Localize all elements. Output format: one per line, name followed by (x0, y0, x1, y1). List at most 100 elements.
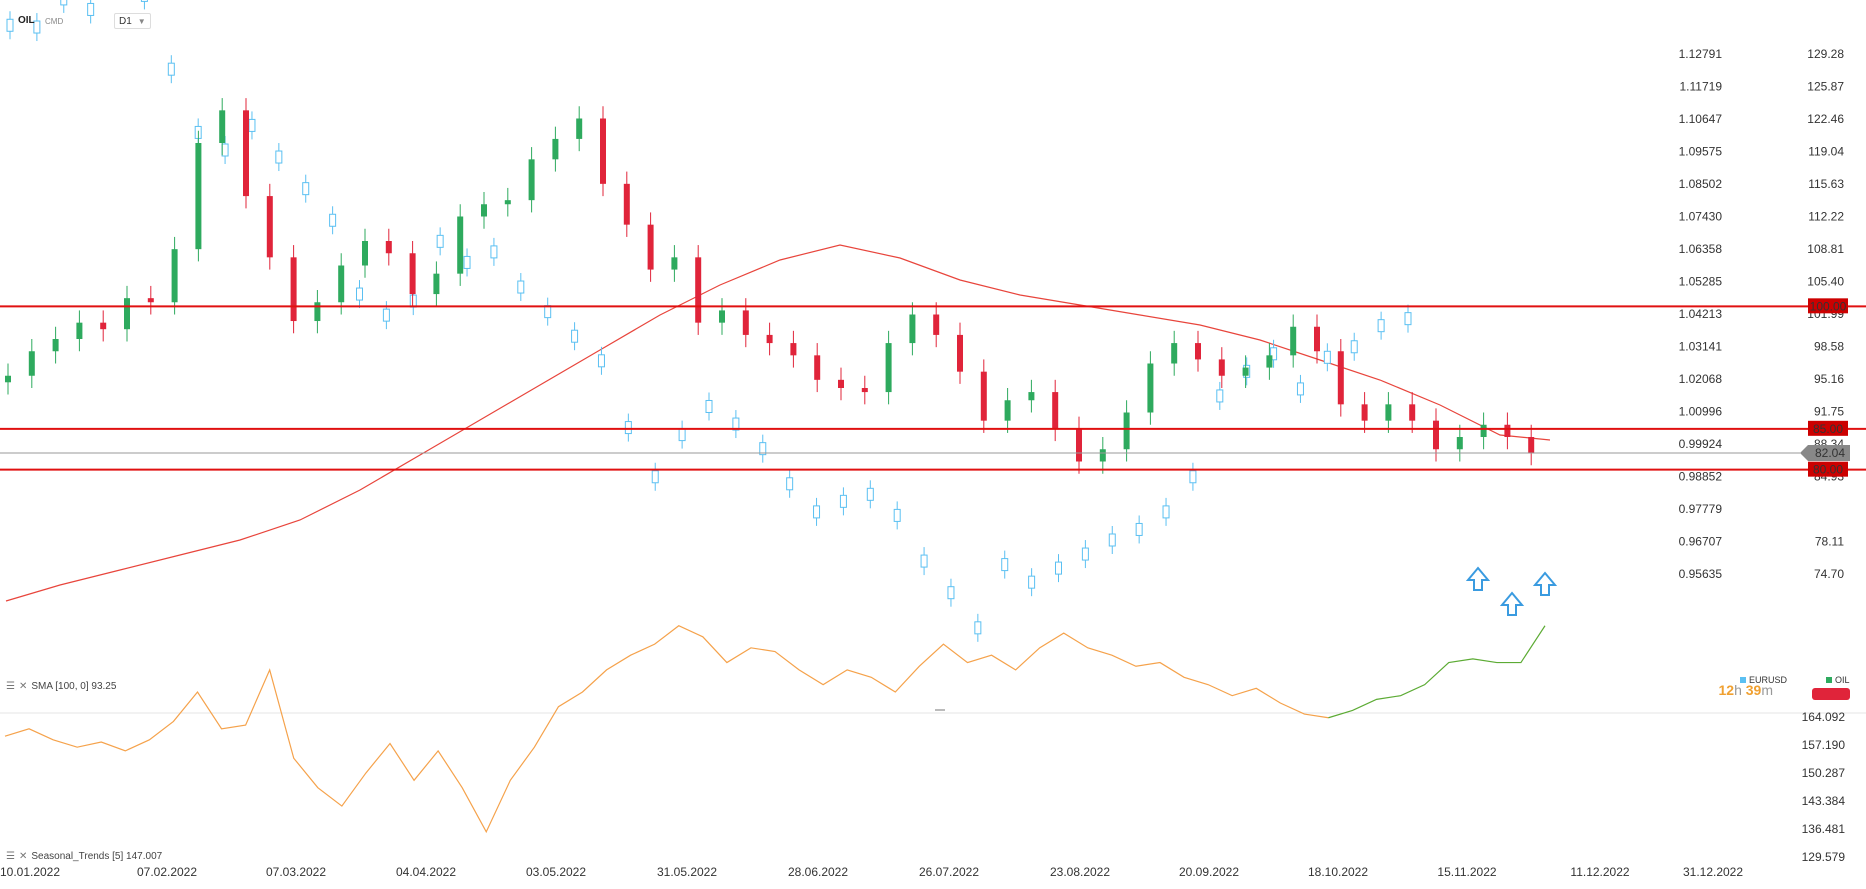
eurusd-candle (302, 182, 310, 196)
eurusd-axis-tick: 1.09575 (1679, 144, 1723, 158)
oil-candle-bull (1456, 437, 1463, 450)
x-axis-tick: 07.02.2022 (137, 865, 197, 879)
eurusd-candle (974, 621, 982, 635)
eurusd-candle (732, 417, 740, 431)
oil-candle-bull (1004, 400, 1011, 421)
oil-candle-bear (1218, 359, 1225, 376)
interval-label: D1 (119, 15, 132, 27)
menu-icon[interactable]: ☰ (6, 681, 15, 692)
candle-countdown: 12h 39m (1718, 682, 1773, 698)
oil-candle-bear (1409, 404, 1416, 421)
eurusd-candle (813, 505, 821, 519)
x-axis-tick: 20.09.2022 (1179, 865, 1239, 879)
close-icon[interactable]: ✕ (18, 851, 28, 862)
oil-candle-bear (1314, 326, 1320, 352)
x-axis-tick: 04.04.2022 (396, 865, 456, 879)
eurusd-candle (221, 143, 229, 157)
sma-label-text: SMA [100, 0] 93.25 (31, 681, 117, 692)
seasonal-indicator-label[interactable]: ☰ ✕ Seasonal_Trends [5] 147.007 (6, 851, 162, 862)
eurusd-candle (463, 255, 471, 269)
oil-candle-bull (552, 138, 559, 160)
oil-candle-bear (861, 388, 868, 393)
eurusd-candle (409, 294, 417, 308)
level-label-box (1808, 461, 1848, 477)
eurusd-candle (329, 213, 337, 227)
menu-icon[interactable]: ☰ (6, 851, 15, 862)
timer-hours: 12 (1718, 682, 1735, 698)
oil-candle-bull (338, 265, 345, 303)
sma-indicator-label[interactable]: ☰ ✕ SMA [100, 0] 93.25 (6, 681, 116, 692)
eurusd-candle (893, 508, 901, 522)
symbol-label[interactable]: OIL (18, 15, 35, 26)
oil-axis-tick: 95.16 (1814, 372, 1844, 386)
legend-oil-label: OIL (1835, 675, 1850, 685)
oil-candle-bull (576, 118, 583, 139)
eurusd-axis-tick: 1.04213 (1679, 307, 1723, 321)
oil-legend-badge (1812, 688, 1850, 700)
eurusd-axis-tick: 1.08502 (1679, 177, 1723, 191)
eurusd-candle (759, 442, 767, 456)
oil-candle-bear (147, 298, 154, 303)
seasonal-axis-tick: 157.190 (1802, 738, 1846, 752)
oil-candle-bull (28, 351, 35, 376)
oil-candle-bear (838, 379, 844, 388)
chevron-down-icon: ▼ (137, 16, 146, 26)
oil-candle-bull (314, 302, 321, 322)
legend-eurusd-label: EURUSD (1749, 675, 1788, 685)
eurusd-candle (1081, 547, 1089, 561)
x-axis-tick: 07.03.2022 (266, 865, 326, 879)
oil-candle-bear (100, 322, 107, 330)
interval-selector[interactable]: D1 ▼ (114, 13, 151, 29)
x-axis-tick: 31.05.2022 (657, 865, 717, 879)
oil-candle-bull (481, 204, 487, 217)
eurusd-candle (490, 245, 498, 259)
eurusd-candle (248, 118, 256, 132)
oil-candle-bear (742, 310, 749, 335)
eurusd-candle (87, 2, 95, 16)
close-icon[interactable]: ✕ (18, 681, 28, 692)
eurusd-axis-tick: 0.95635 (1679, 567, 1723, 581)
oil-axis-tick: 105.40 (1807, 274, 1844, 288)
oil-candle-bull (1123, 412, 1130, 450)
oil-candle-bear (814, 355, 821, 380)
eurusd-candle (1270, 347, 1278, 361)
oil-candle-bear (933, 314, 940, 335)
oil-candle-bear (647, 224, 654, 270)
oil-candle-bear (790, 343, 797, 356)
oil-candle-bull (671, 257, 678, 270)
oil-candle-bear (409, 253, 416, 295)
oil-candle-bear (766, 334, 773, 344)
eurusd-candle (1108, 533, 1116, 547)
eurusd-candle (624, 421, 632, 435)
eurusd-candle (1162, 505, 1170, 519)
eurusd-candle (33, 20, 41, 34)
eurusd-candle (355, 287, 363, 301)
eurusd-axis-tick: 0.98852 (1679, 469, 1723, 483)
eurusd-candle (6, 18, 14, 32)
x-axis-tick: 28.06.2022 (788, 865, 848, 879)
x-axis-tick: 15.11.2022 (1437, 865, 1496, 879)
legend-oil[interactable]: OIL (1826, 675, 1850, 685)
seasonal-axis-tick: 143.384 (1802, 794, 1846, 808)
eurusd-axis-tick: 1.10647 (1679, 112, 1723, 126)
eurusd-candle (544, 305, 552, 319)
oil-axis-tick: 115.63 (1808, 177, 1844, 191)
eurusd-color-swatch (1740, 677, 1746, 683)
oil-candle-bull (1147, 363, 1154, 413)
oil-candle-bull (504, 200, 511, 205)
oil-candle-bear (1504, 424, 1511, 437)
eurusd-candle (947, 586, 955, 600)
eurusd-candle (1054, 561, 1062, 575)
current-price-tag (1800, 445, 1850, 462)
level-label-text: 100.00 (1810, 299, 1847, 313)
legend-eurusd[interactable]: EURUSD (1740, 675, 1787, 685)
eurusd-candle (140, 0, 148, 2)
eurusd-axis-tick: 1.11719 (1680, 79, 1723, 93)
oil-candle-bull (1028, 392, 1035, 401)
oil-axis-tick: 74.70 (1814, 567, 1844, 581)
oil-candle-bull (1480, 424, 1487, 437)
seasonal-axis-tick: 129.579 (1802, 850, 1846, 864)
eurusd-candle (839, 494, 847, 508)
oil-candle-bear (1361, 404, 1368, 421)
